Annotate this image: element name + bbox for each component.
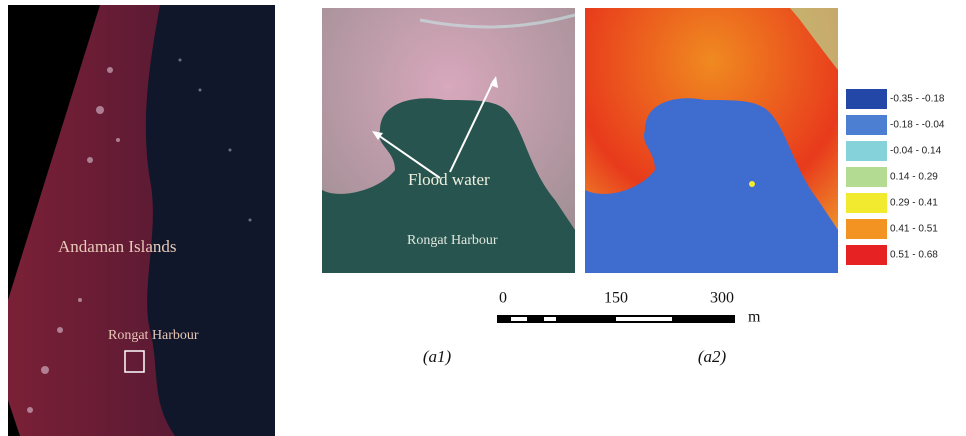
legend-swatch (846, 167, 887, 187)
scale-unit: m (748, 309, 761, 326)
scale-tick-label: 0 (499, 290, 507, 307)
legend-label: 0.14 - 0.29 (890, 172, 938, 183)
legend-swatch (846, 219, 887, 239)
legend-swatch (846, 141, 887, 161)
legend-swatch (846, 115, 887, 135)
legend-label: 0.51 - 0.68 (890, 250, 938, 261)
panel-a1-image: Flood water Rongat Harbour (322, 8, 575, 273)
scale-tick-label: 150 (604, 290, 628, 307)
caption: (a2) (698, 347, 727, 366)
scale-bar (497, 315, 735, 323)
legend-label: -0.04 - 0.14 (890, 146, 942, 157)
annotation: Flood water (408, 170, 490, 189)
legend-label: -0.18 - -0.04 (890, 120, 945, 131)
overview-image: Andaman Islands Rongat Harbour (8, 5, 275, 436)
caption: (a1) (423, 347, 452, 366)
legend-label: 0.29 - 0.41 (890, 198, 938, 209)
legend-swatch (846, 89, 887, 109)
region-label: Andaman Islands (58, 237, 177, 256)
figure: Andaman Islands Rongat Harbour Flood wat… (0, 0, 966, 436)
legend: -0.35 - -0.18 -0.18 - -0.04 -0.04 - 0.14 0.… (846, 89, 945, 265)
legend-swatch (846, 245, 887, 265)
site-label: Rongat Harbour (108, 328, 199, 343)
scale-tick-label: 300 (710, 290, 734, 307)
legend-swatch (846, 193, 887, 213)
legend-label: -0.35 - -0.18 (890, 94, 945, 105)
legend-label: 0.41 - 0.51 (890, 224, 938, 235)
site-label: Rongat Harbour (407, 233, 498, 248)
panel-a2-image (585, 8, 838, 273)
